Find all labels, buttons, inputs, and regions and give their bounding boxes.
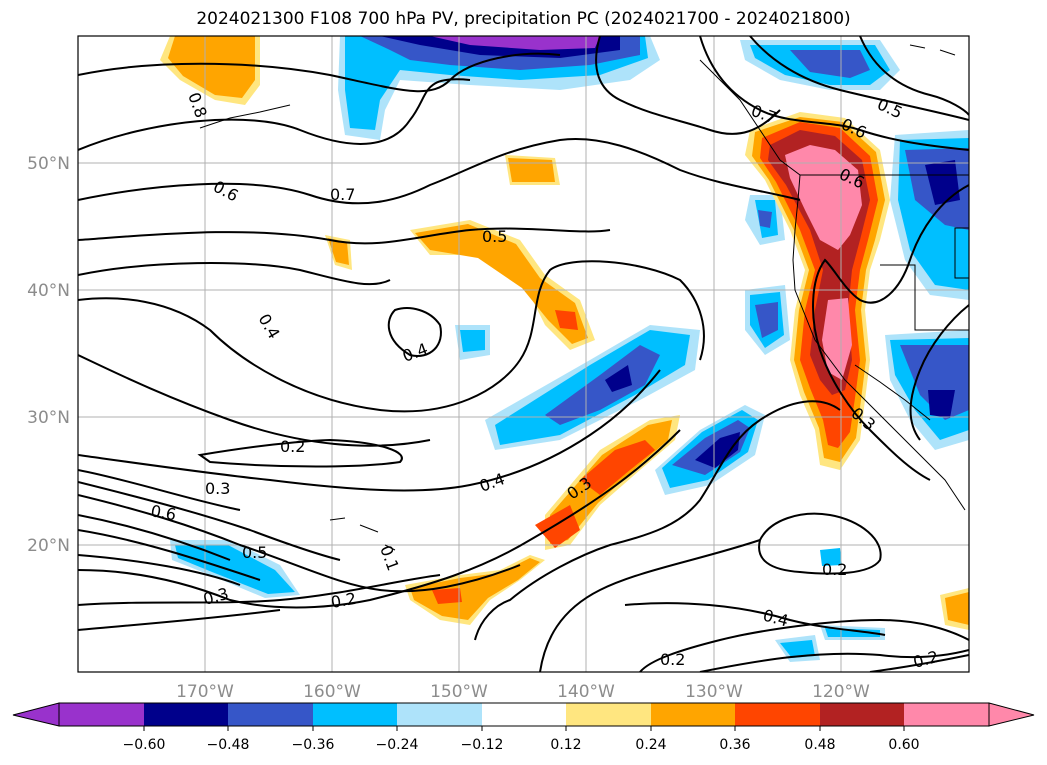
lat-label: 20°N <box>27 536 70 556</box>
colorbar-tick-label: 0.60 <box>888 737 919 753</box>
colorbar-swatch <box>566 703 651 726</box>
colorbar-tick-label: −0.60 <box>123 737 166 753</box>
colorbar-tick-label: 0.36 <box>719 737 750 753</box>
lon-label: 160°W <box>303 682 361 702</box>
colorbar: −0.60 −0.48 −0.36 −0.24 −0.12 0.12 0.24 … <box>12 702 1035 753</box>
colorbar-tick-label: −0.48 <box>207 737 250 753</box>
colorbar-swatch <box>482 703 566 726</box>
contour-label: 0.2 <box>329 589 357 612</box>
colorbar-swatch <box>397 703 482 726</box>
colorbar-tick-label: 0.12 <box>550 737 581 753</box>
contour-label: 0.6 <box>149 501 177 524</box>
contour-label: 0.3 <box>205 479 230 498</box>
colorbar-tick-label: −0.36 <box>292 737 335 753</box>
negative-anomaly-fills <box>170 36 969 662</box>
contour-label: 0.7 <box>330 185 355 204</box>
colorbar-tick-label: −0.24 <box>376 737 419 753</box>
colorbar-swatch <box>313 703 397 726</box>
lat-label: 40°N <box>27 281 70 301</box>
lat-label: 30°N <box>27 408 70 428</box>
contour-label: 0.5 <box>482 227 507 246</box>
lon-label: 120°W <box>812 682 870 702</box>
colorbar-swatch <box>904 703 989 726</box>
pv-contours <box>78 36 969 672</box>
longitude-labels: 170°W 160°W 150°W 140°W 130°W 120°W <box>176 682 870 702</box>
map-frame <box>77 35 970 673</box>
lat-label: 50°N <box>27 154 70 174</box>
map-plot-area: 0.8 0.6 0.7 0.5 0.4 0.4 0.7 0.6 0.5 0.6 … <box>78 36 969 672</box>
colorbar-tick-label: −0.12 <box>461 737 504 753</box>
map-title: 2024021300 F108 700 hPa PV, precipitatio… <box>196 9 851 29</box>
graticule <box>78 36 969 672</box>
colorbar-swatch <box>820 703 904 726</box>
colorbar-swatch <box>144 703 228 726</box>
colorbar-swatch <box>228 703 313 726</box>
colorbar-tick-label: 0.48 <box>804 737 835 753</box>
colorbar-swatch <box>59 703 144 726</box>
latitude-labels: 50°N 40°N 30°N 20°N <box>27 154 70 556</box>
contour-label: 0.2 <box>280 437 305 456</box>
lon-label: 130°W <box>685 682 743 702</box>
colorbar-swatch <box>735 703 820 726</box>
coastlines <box>199 44 969 551</box>
colorbar-extend-min <box>12 702 60 727</box>
contour-label: 0.5 <box>242 543 267 562</box>
colorbar-extend-max <box>988 702 1035 727</box>
lon-label: 150°W <box>430 682 488 702</box>
colorbar-tick-label: 0.24 <box>635 737 666 753</box>
contour-label: 0.2 <box>660 650 685 669</box>
lon-label: 140°W <box>557 682 615 702</box>
contour-label: 0.2 <box>822 560 847 579</box>
colorbar-swatch <box>651 703 735 726</box>
lon-label: 170°W <box>176 682 234 702</box>
